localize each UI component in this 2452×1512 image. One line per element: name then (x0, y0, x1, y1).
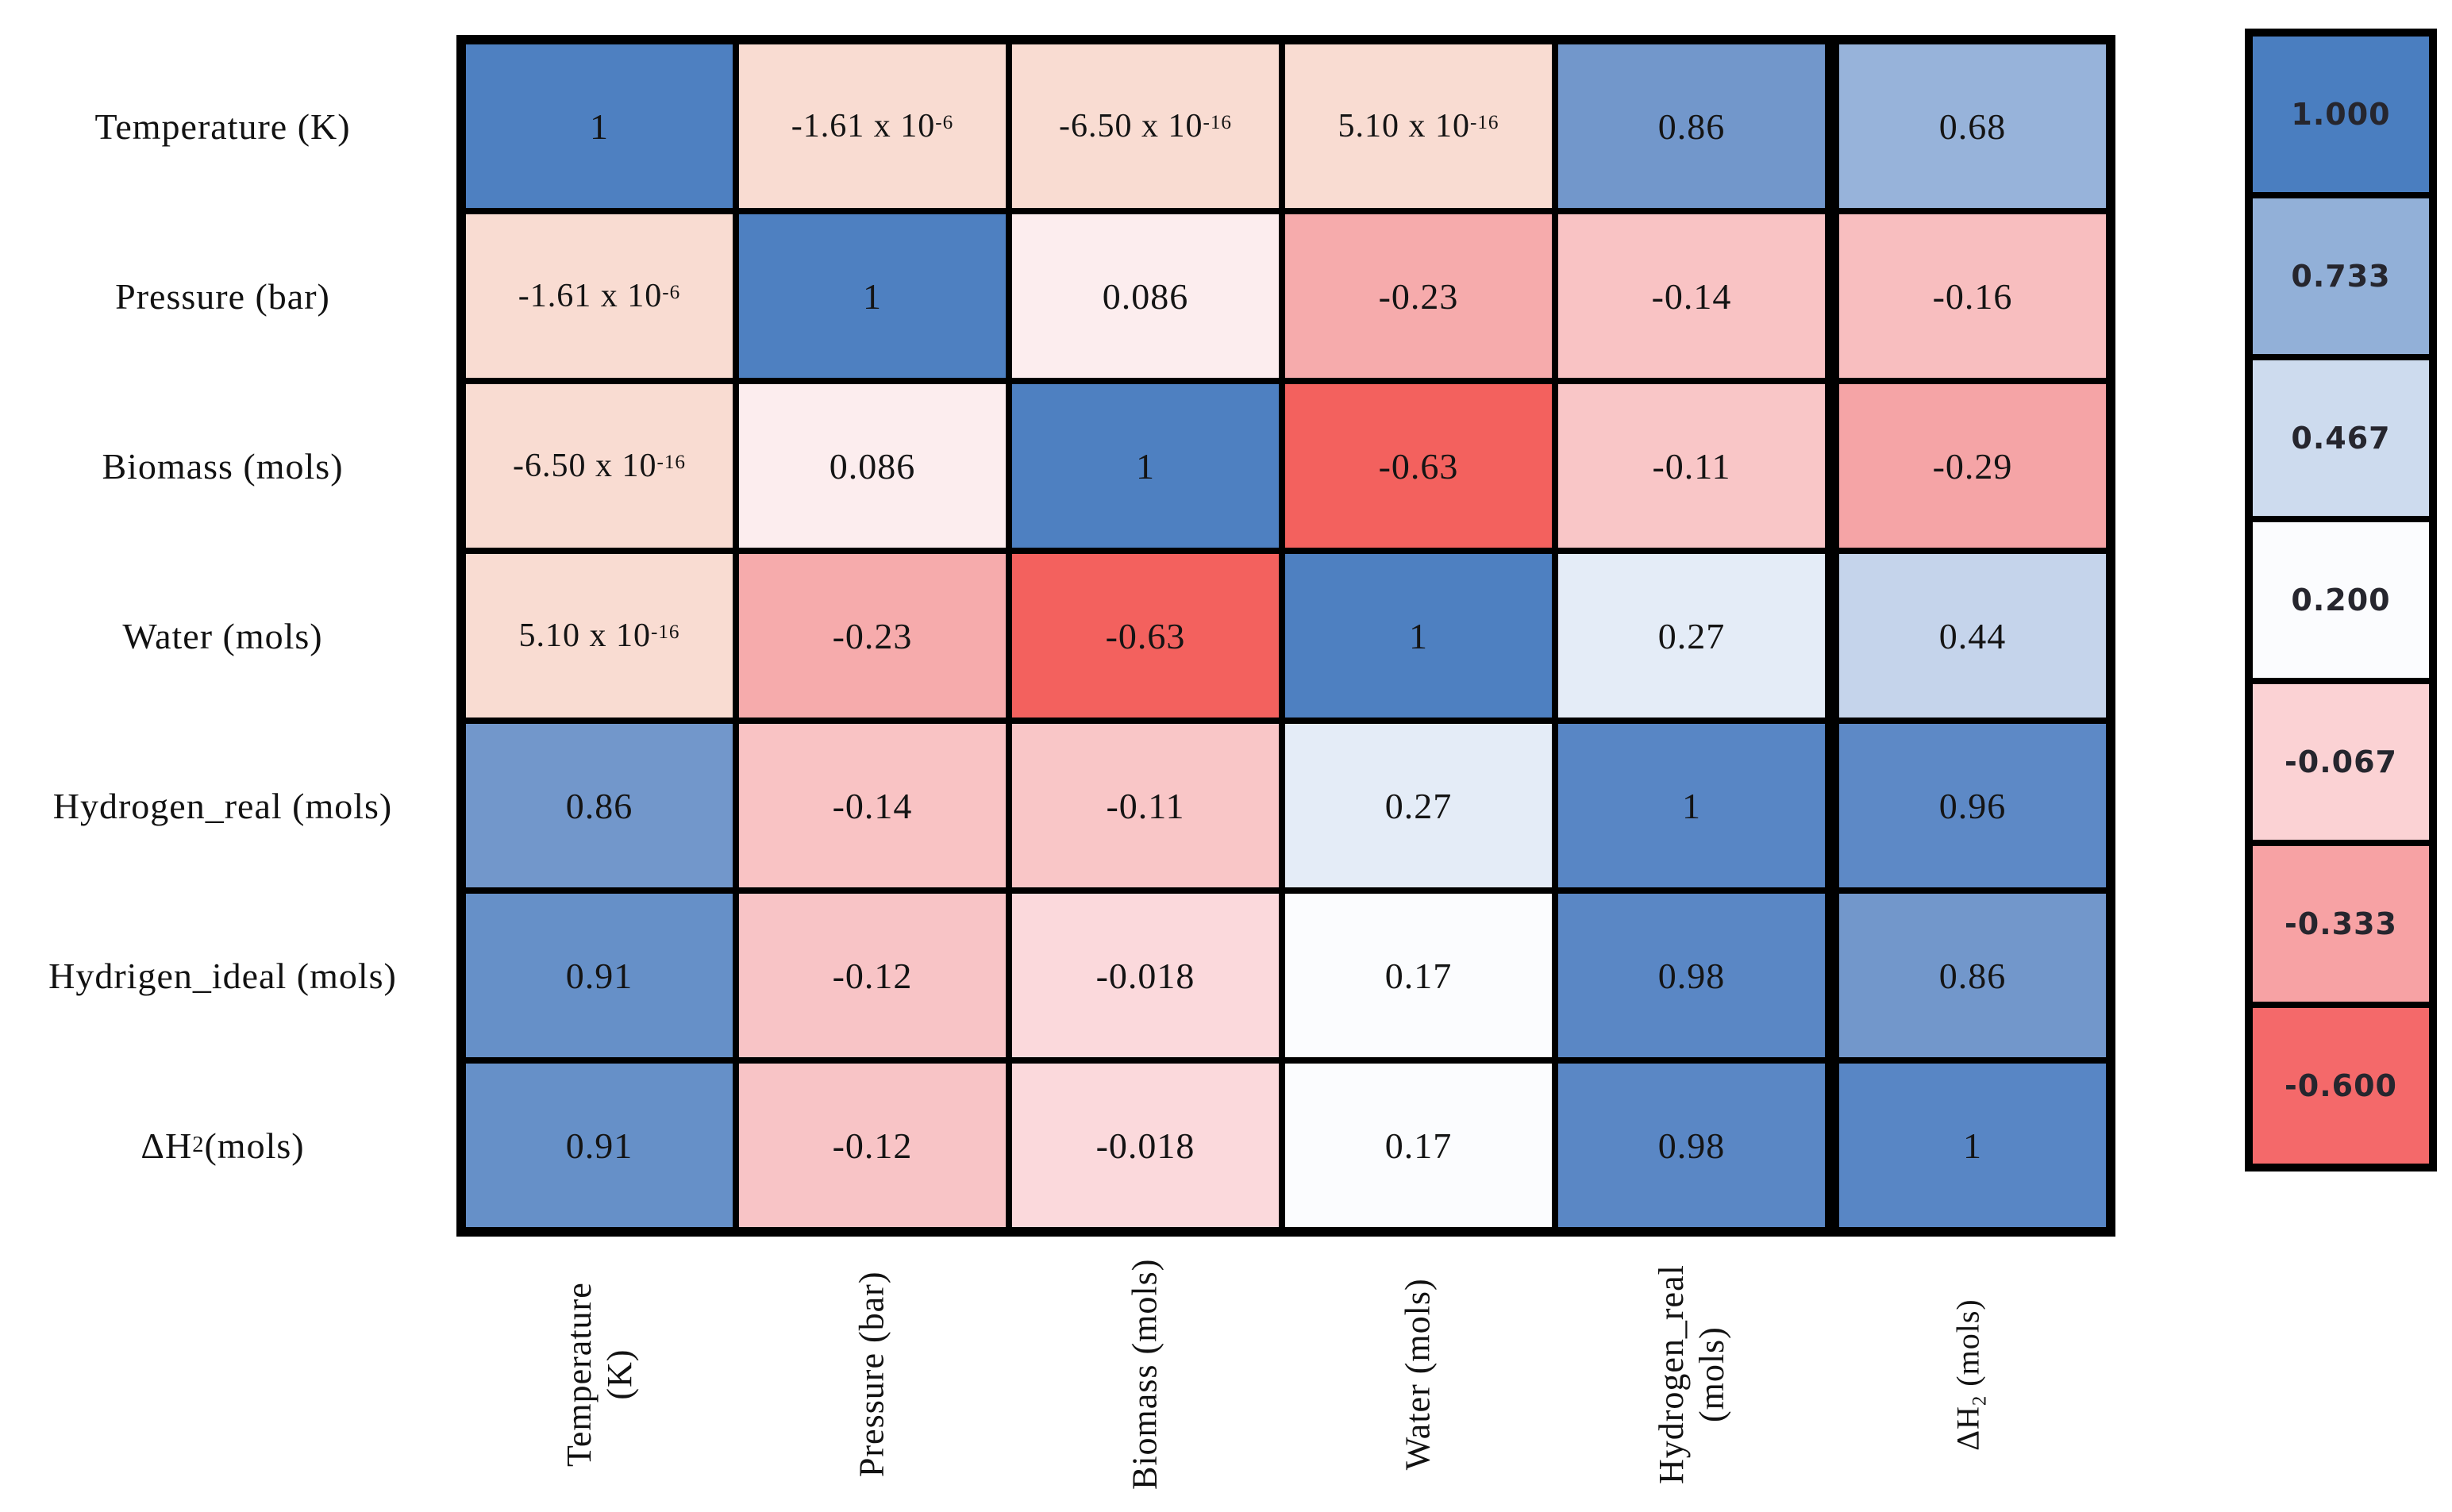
column-label: ΔH2 (mols) (1950, 1298, 1991, 1451)
legend-value-label: -0.067 (2285, 744, 2397, 779)
legend-value-label: 0.733 (2291, 259, 2391, 294)
matrix-cell: 0.91 (466, 1064, 733, 1227)
matrix-cell: -6.50 x 10 -16 (1012, 44, 1279, 208)
matrix-cell: 0.91 (466, 894, 733, 1057)
matrix-cell: -0.11 (1012, 724, 1279, 887)
matrix-cell: -0.12 (739, 1064, 1006, 1227)
column-labels-band: Temperature (K) Pressure (bar) Biomass (mo… (0, 1237, 2452, 1512)
matrix-cell: -0.23 (739, 554, 1006, 718)
matrix-cell: 5.10 x 10 -16 (1285, 44, 1552, 208)
row-label: Water (mols) (122, 615, 323, 656)
matrix-cell: 0.98 (1558, 1064, 1825, 1227)
legend-cell: 0.200 (2253, 522, 2429, 678)
legend-cell: 0.733 (2253, 198, 2429, 354)
matrix-cell: 0.98 (1558, 894, 1825, 1057)
legend-value-label: 0.200 (2291, 583, 2391, 617)
row-label: Temperature (K) (94, 106, 351, 147)
column-label: Temperature (K) (559, 1282, 638, 1467)
matrix-cell: 0.86 (466, 724, 733, 887)
legend-value-label: 0.467 (2291, 421, 2391, 456)
column-label: Pressure (bar) (852, 1271, 891, 1478)
column-label: Biomass (mols) (1125, 1258, 1164, 1491)
color-scale-legend: 1.000 0.733 0.467 0.200 -0.067 -0.333 -0.600 (2245, 29, 2437, 1172)
heatmap-matrix: 1 -1.61 x 10 -6 -6.50 x 10 -16 5.10 x 10 -16 0.… (456, 35, 2115, 1237)
matrix-cell: 1 (466, 44, 733, 208)
matrix-cell: -1.61 x 10 -6 (466, 214, 733, 378)
legend-cell: -0.067 (2253, 684, 2429, 840)
matrix-cell: -0.11 (1558, 384, 1825, 548)
legend-value-label: 1.000 (2291, 97, 2391, 132)
matrix-cell: 0.86 (1831, 894, 2106, 1057)
row-labels-column: Temperature (K) Pressure (bar) Biomass (mo… (0, 35, 456, 1237)
matrix-cell: 5.10 x 10 -16 (466, 554, 733, 718)
heatmap-and-legend-band: Temperature (K) Pressure (bar) Biomass (mo… (0, 29, 2437, 1237)
matrix-cell: 0.27 (1558, 554, 1825, 718)
bottom-left-gutter (0, 1237, 456, 1512)
legend-cell: 1.000 (2253, 37, 2429, 192)
legend-cell: -0.333 (2253, 846, 2429, 1002)
column-labels-row: Temperature (K) Pressure (bar) Biomass (mo… (456, 1237, 2115, 1512)
matrix-cell: -0.14 (739, 724, 1006, 887)
matrix-cell: 1 (1285, 554, 1552, 718)
matrix-cell: 1 (1558, 724, 1825, 887)
matrix-cell: 0.086 (1012, 214, 1279, 378)
matrix-cell: 1 (1831, 1064, 2106, 1227)
matrix-cell: 0.96 (1831, 724, 2106, 887)
row-label: Hydrigen_ideal (mols) (48, 955, 397, 996)
matrix-cell: 1 (739, 214, 1006, 378)
matrix-cell: -0.23 (1285, 214, 1552, 378)
matrix-cell: 1 (1012, 384, 1279, 548)
matrix-cell: 0.68 (1831, 44, 2106, 208)
matrix-cell: 0.86 (1558, 44, 1825, 208)
matrix-cell: -0.63 (1285, 384, 1552, 548)
matrix-cell: 0.17 (1285, 894, 1552, 1057)
matrix-cell: -0.63 (1012, 554, 1279, 718)
matrix-cell: -0.16 (1831, 214, 2106, 378)
legend-value-label: -0.600 (2285, 1068, 2397, 1103)
row-label: Hydrogen_real (mols) (52, 785, 393, 826)
matrix-cell: -0.12 (739, 894, 1006, 1057)
matrix-cell: -0.018 (1012, 1064, 1279, 1227)
legend-cell: -0.600 (2253, 1008, 2429, 1164)
matrix-cell: -0.14 (1558, 214, 1825, 378)
matrix-cell: -0.29 (1831, 384, 2106, 548)
matrix-cell: -0.018 (1012, 894, 1279, 1057)
matrix-cell: 0.17 (1285, 1064, 1552, 1227)
matrix-cell: -1.61 x 10 -6 (739, 44, 1006, 208)
matrix-cell: -6.50 x 10 -16 (466, 384, 733, 548)
column-label: Hydrogen_real (mols) (1651, 1264, 1730, 1484)
matrix-cell: 0.086 (739, 384, 1006, 548)
row-label: Pressure (bar) (115, 275, 330, 317)
column-label: Water (mols) (1398, 1278, 1438, 1471)
row-label: ΔH 2 (mols) (140, 1125, 305, 1166)
matrix-cell: 0.44 (1831, 554, 2106, 718)
matrix-cell: 0.27 (1285, 724, 1552, 887)
legend-value-label: -0.333 (2285, 906, 2397, 941)
legend-cell: 0.467 (2253, 360, 2429, 516)
row-label: Biomass (mols) (102, 445, 344, 487)
